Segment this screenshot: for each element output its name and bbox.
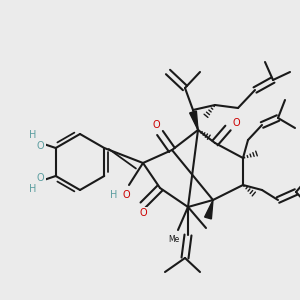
Text: Me: Me — [168, 236, 180, 244]
Text: O: O — [232, 118, 240, 128]
Text: O: O — [37, 173, 45, 183]
Text: O: O — [139, 208, 147, 218]
Text: O: O — [37, 141, 45, 151]
Text: H: H — [110, 190, 118, 200]
Text: O: O — [122, 190, 130, 200]
Text: H: H — [29, 184, 36, 194]
Polygon shape — [190, 111, 198, 130]
Polygon shape — [205, 200, 213, 219]
Text: H: H — [29, 130, 36, 140]
Text: O: O — [152, 120, 160, 130]
